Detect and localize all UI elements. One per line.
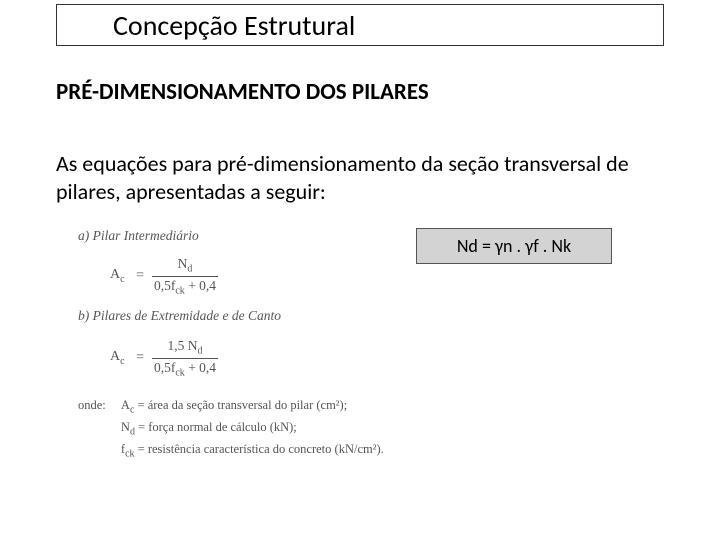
equals-sign: = — [136, 268, 144, 283]
where-block: onde: Ac = área da seção transversal do … — [78, 396, 384, 462]
callout-formula: Nd = γn . γf . Nk — [457, 235, 571, 257]
formula-b-denominator: 0,5fck + 0,4 — [152, 358, 218, 379]
formula-b-fraction: 1,5 Nd 0,5fck + 0,4 — [152, 338, 218, 378]
formula-a: Ac = Nd 0,5fck + 0,4 — [110, 256, 218, 296]
where-line-3: fck = resistência característica do conc… — [121, 440, 384, 462]
page-title: Concepção Estrutural — [113, 8, 355, 43]
item-a-label: a) Pilar Intermediário — [78, 228, 199, 244]
equals-sign: = — [136, 350, 144, 365]
where-line-2: Nd = força normal de cálculo (kN); — [121, 418, 384, 440]
title-container: Concepção Estrutural — [56, 4, 664, 46]
where-definitions: Ac = área da seção transversal do pilar … — [121, 396, 384, 462]
formula-a-numerator: Nd — [152, 256, 218, 276]
formula-b-numerator: 1,5 Nd — [152, 338, 218, 358]
formula-a-lhs: Ac — [110, 267, 128, 282]
formula-b-lhs: Ac — [110, 349, 128, 364]
formula-a-denominator: 0,5fck + 0,4 — [152, 276, 218, 297]
callout-box: Nd = γn . γf . Nk — [416, 228, 612, 264]
formula-a-fraction: Nd 0,5fck + 0,4 — [152, 256, 218, 296]
section-heading: PRÉ-DIMENSIONAMENTO DOS PILARES — [56, 78, 429, 106]
body-paragraph: As equações para pré-dimensionamento da … — [56, 150, 646, 205]
item-b-label: b) Pilares de Extremidade e de Canto — [78, 308, 281, 324]
formula-b: Ac = 1,5 Nd 0,5fck + 0,4 — [110, 338, 218, 378]
where-label: onde: — [78, 396, 106, 414]
where-line-1: Ac = área da seção transversal do pilar … — [121, 396, 384, 418]
